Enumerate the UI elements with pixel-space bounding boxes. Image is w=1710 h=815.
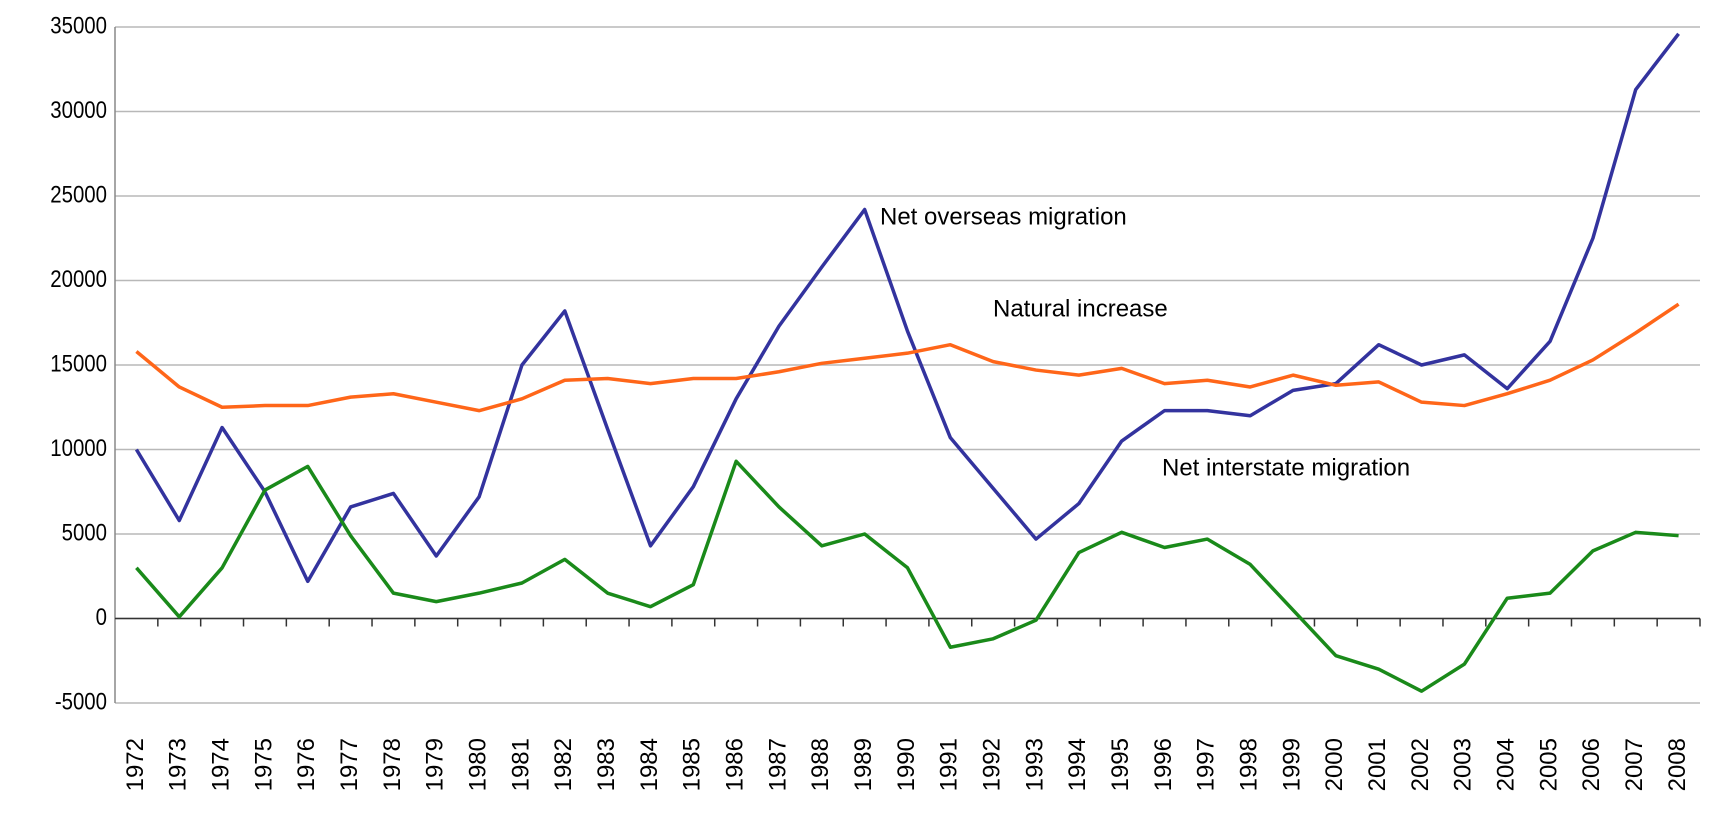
y-tick-label: 0 bbox=[96, 603, 107, 630]
x-tick-label: 1983 bbox=[593, 738, 620, 791]
x-tick-label: 1978 bbox=[379, 738, 406, 791]
x-tick-label: 1979 bbox=[422, 738, 449, 791]
y-tick-label: 10000 bbox=[50, 434, 107, 461]
x-tick-label: 1993 bbox=[1021, 738, 1048, 791]
y-tick-label: 35000 bbox=[50, 12, 107, 39]
x-tick-label: 1989 bbox=[850, 738, 877, 791]
x-tick-label: 1990 bbox=[893, 738, 920, 791]
x-tick-label: 2007 bbox=[1621, 738, 1648, 791]
series-label: Natural increase bbox=[993, 295, 1168, 322]
x-tick-label: 2008 bbox=[1664, 738, 1691, 791]
x-tick-label: 1987 bbox=[764, 738, 791, 791]
x-tick-label: 1988 bbox=[807, 738, 834, 791]
x-tick-label: 1981 bbox=[507, 738, 534, 791]
x-tick-label: 2001 bbox=[1364, 738, 1391, 791]
x-tick-label: 1977 bbox=[336, 738, 363, 791]
x-tick-label: 1982 bbox=[550, 738, 577, 791]
y-tick-label: 20000 bbox=[50, 265, 107, 292]
x-tick-label: 1986 bbox=[721, 738, 748, 791]
x-tick-label: 1980 bbox=[464, 738, 491, 791]
series-line bbox=[135, 302, 1680, 413]
series-label: Net interstate migration bbox=[1162, 454, 1410, 481]
y-tick-label: 25000 bbox=[50, 181, 107, 208]
x-tick-label: 1997 bbox=[1193, 738, 1220, 791]
y-tick-label: 5000 bbox=[62, 519, 107, 546]
x-tick-label: 1994 bbox=[1064, 738, 1091, 791]
x-tick-label: 1985 bbox=[679, 738, 706, 791]
x-tick-label: 1973 bbox=[165, 738, 192, 791]
x-tick-label: 1984 bbox=[636, 738, 663, 791]
x-tick-label: 2004 bbox=[1493, 738, 1520, 791]
x-tick-label: 1995 bbox=[1107, 738, 1134, 791]
series-line bbox=[135, 459, 1679, 693]
y-tick-label: -5000 bbox=[55, 688, 107, 715]
series-line bbox=[134, 32, 1680, 584]
y-tick-label: 15000 bbox=[50, 350, 107, 377]
y-tick-label: 30000 bbox=[50, 96, 107, 123]
x-tick-label: 2003 bbox=[1450, 738, 1477, 791]
x-tick-label: 1972 bbox=[122, 738, 149, 791]
x-tick-label: 1974 bbox=[207, 738, 234, 791]
x-tick-label: 1975 bbox=[250, 738, 277, 791]
x-tick-label: 1976 bbox=[293, 738, 320, 791]
x-tick-label: 1998 bbox=[1236, 738, 1263, 791]
x-tick-label: 2000 bbox=[1321, 738, 1348, 791]
series-label: Net overseas migration bbox=[880, 203, 1127, 230]
x-tick-label: 2006 bbox=[1578, 738, 1605, 791]
x-tick-label: 1996 bbox=[1150, 738, 1177, 791]
x-tick-label: 1999 bbox=[1278, 738, 1305, 791]
x-tick-label: 1992 bbox=[979, 738, 1006, 791]
x-tick-label: 1991 bbox=[936, 738, 963, 791]
x-tick-label: 2005 bbox=[1535, 738, 1562, 791]
x-tick-label: 2002 bbox=[1407, 738, 1434, 791]
